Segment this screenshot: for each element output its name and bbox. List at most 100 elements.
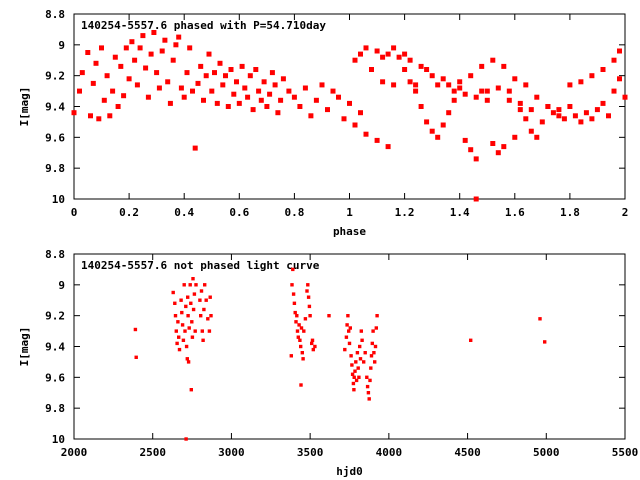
y-tick-label: 9.6 bbox=[45, 371, 65, 384]
data-point bbox=[107, 113, 113, 119]
data-point bbox=[115, 104, 121, 109]
data-point bbox=[212, 70, 217, 76]
data-point bbox=[418, 63, 424, 69]
data-point bbox=[468, 147, 474, 153]
y-tick-label: 9.6 bbox=[45, 131, 65, 144]
data-point bbox=[363, 131, 369, 137]
data-point bbox=[385, 51, 391, 57]
data-point bbox=[134, 355, 138, 359]
data-point bbox=[302, 329, 306, 333]
data-point bbox=[201, 97, 206, 103]
x-tick-label: 1.8 bbox=[560, 206, 580, 219]
data-point bbox=[118, 63, 124, 69]
data-point bbox=[223, 73, 228, 79]
data-point bbox=[578, 79, 584, 85]
data-point bbox=[451, 88, 457, 94]
data-point bbox=[462, 137, 468, 143]
data-point bbox=[352, 388, 356, 392]
data-point bbox=[349, 354, 353, 358]
data-point bbox=[295, 329, 300, 333]
data-point bbox=[236, 100, 242, 106]
data-point bbox=[207, 329, 212, 333]
data-point bbox=[290, 283, 294, 287]
y-tick-label: 8.8 bbox=[45, 8, 65, 21]
data-point bbox=[413, 88, 419, 94]
data-point bbox=[278, 97, 284, 103]
data-point bbox=[512, 134, 518, 140]
y-tick-label: 10 bbox=[52, 433, 65, 446]
data-point bbox=[195, 80, 201, 86]
data-point bbox=[200, 329, 204, 333]
data-point bbox=[204, 298, 208, 302]
data-point bbox=[192, 292, 197, 296]
data-point bbox=[517, 100, 523, 106]
data-point bbox=[435, 134, 441, 140]
data-point bbox=[375, 314, 379, 318]
data-point bbox=[347, 329, 351, 333]
data-point bbox=[407, 79, 413, 85]
data-point bbox=[307, 304, 312, 309]
data-point bbox=[534, 134, 540, 140]
data-point bbox=[137, 45, 143, 51]
data-point bbox=[228, 67, 234, 72]
data-point bbox=[402, 67, 408, 72]
data-point bbox=[345, 323, 349, 327]
data-point bbox=[134, 82, 140, 88]
data-point bbox=[567, 104, 573, 109]
data-point bbox=[589, 73, 595, 79]
data-point bbox=[308, 113, 314, 119]
data-point bbox=[380, 79, 386, 85]
data-point bbox=[291, 267, 295, 272]
data-point bbox=[469, 338, 473, 342]
data-point bbox=[343, 347, 347, 352]
data-point bbox=[220, 82, 226, 88]
data-point bbox=[188, 283, 192, 287]
x-tick-label: 0.4 bbox=[174, 206, 194, 219]
x-tick-label: 1.6 bbox=[505, 206, 525, 219]
data-point bbox=[600, 67, 606, 72]
data-point bbox=[363, 351, 367, 355]
data-point bbox=[132, 57, 138, 63]
data-point bbox=[192, 145, 198, 151]
data-point bbox=[302, 85, 308, 91]
data-point bbox=[186, 360, 191, 364]
data-point bbox=[435, 82, 441, 88]
data-point bbox=[208, 295, 212, 299]
data-point bbox=[350, 363, 354, 367]
data-point bbox=[348, 326, 352, 330]
data-point bbox=[330, 88, 336, 94]
data-point bbox=[353, 369, 357, 373]
data-point bbox=[365, 384, 370, 389]
data-point bbox=[550, 110, 556, 116]
data-point bbox=[258, 97, 264, 103]
data-point bbox=[190, 320, 194, 324]
data-point bbox=[506, 97, 512, 103]
data-point bbox=[561, 116, 567, 122]
data-point bbox=[594, 107, 600, 113]
data-point bbox=[534, 94, 540, 100]
data-point bbox=[352, 57, 358, 63]
data-point bbox=[88, 113, 93, 119]
data-point bbox=[362, 360, 366, 364]
data-point bbox=[272, 82, 278, 88]
data-point bbox=[391, 45, 397, 51]
data-point bbox=[451, 97, 457, 103]
data-point bbox=[294, 320, 298, 324]
data-point bbox=[313, 344, 317, 349]
data-point bbox=[292, 301, 297, 305]
data-point bbox=[267, 91, 273, 97]
data-point bbox=[174, 329, 178, 333]
data-point bbox=[380, 54, 386, 60]
data-point bbox=[368, 378, 372, 383]
data-point bbox=[101, 97, 107, 103]
y-axis-label: I[mag] bbox=[18, 327, 31, 367]
data-point bbox=[199, 289, 204, 293]
data-point bbox=[194, 283, 198, 287]
data-point bbox=[402, 51, 408, 57]
data-point bbox=[177, 335, 181, 339]
data-point bbox=[600, 100, 606, 106]
data-point bbox=[359, 329, 363, 333]
data-point bbox=[297, 323, 301, 327]
data-point bbox=[523, 116, 529, 122]
data-point bbox=[247, 73, 253, 79]
